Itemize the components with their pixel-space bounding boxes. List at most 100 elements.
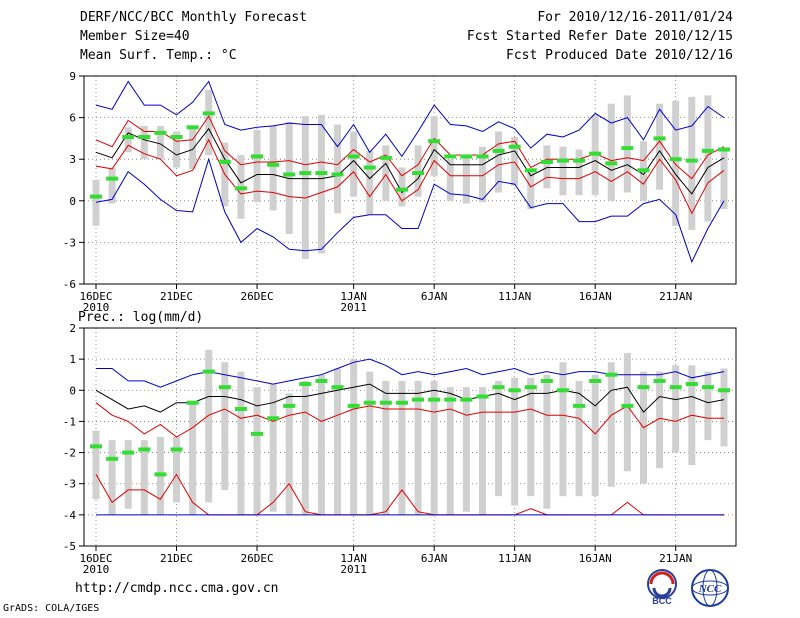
spread-bar	[672, 365, 680, 453]
observed-marker	[428, 397, 441, 402]
observed-marker	[605, 161, 618, 166]
spread-bar	[511, 137, 519, 186]
observed-marker	[202, 111, 215, 116]
spread-bar	[607, 103, 615, 201]
observed-marker	[669, 157, 682, 162]
spread-bar	[366, 150, 374, 215]
spread-bar	[462, 156, 470, 204]
observed-marker	[444, 397, 457, 402]
spread-bar	[189, 402, 197, 515]
spread-bar	[559, 146, 567, 196]
observed-marker	[218, 385, 231, 390]
spread-bar	[253, 387, 261, 515]
observed-marker	[170, 135, 183, 140]
spread-bar	[253, 130, 261, 203]
spread-bar	[607, 362, 615, 487]
observed-marker	[315, 378, 328, 383]
observed-marker	[556, 158, 569, 163]
observed-marker	[154, 130, 167, 135]
observed-marker	[331, 385, 344, 390]
observed-marker	[508, 144, 521, 149]
spread-bar	[495, 131, 503, 193]
observed-marker	[106, 456, 119, 461]
x-tick-sublabel: 2011	[340, 301, 367, 314]
header-produced-date: Fcst Produced Date 2010/12/16	[506, 48, 733, 63]
observed-marker	[460, 397, 473, 402]
observed-marker	[299, 171, 312, 176]
y-tick-label: 1	[69, 353, 76, 366]
observed-marker	[653, 136, 666, 141]
y-tick-label: -1	[63, 415, 76, 428]
y-tick-label: -5	[63, 540, 76, 553]
spread-bar	[704, 371, 712, 441]
observed-marker	[347, 154, 360, 159]
spread-bar	[623, 352, 631, 472]
spread-bar	[334, 368, 342, 515]
spread-bar	[414, 145, 422, 197]
spread-bar	[108, 167, 116, 204]
observed-marker	[90, 444, 102, 449]
spread-bar	[446, 387, 454, 515]
spread-bar	[430, 380, 438, 515]
spread-bar	[575, 380, 583, 497]
observed-marker	[122, 450, 135, 455]
spread-bar	[350, 131, 358, 197]
y-tick-label: -4	[63, 509, 77, 522]
observed-marker	[524, 385, 537, 390]
observed-marker	[138, 135, 151, 140]
x-tick-label: 11JAN	[498, 552, 531, 565]
spread-bar	[543, 145, 551, 189]
footer-url[interactable]: http://cmdp.ncc.cma.gov.cn	[75, 581, 279, 596]
observed-marker	[621, 403, 634, 408]
y-tick-label: 0	[69, 384, 76, 397]
spread-bar	[140, 125, 148, 160]
observed-marker	[573, 158, 586, 163]
observed-marker	[508, 388, 521, 393]
header-member-size: Member Size=40	[80, 29, 190, 44]
spread-bar	[720, 368, 728, 447]
spread-bar	[285, 121, 293, 235]
x-tick-label: 16DEC	[79, 552, 112, 565]
x-tick-label: 21DEC	[160, 552, 193, 565]
spread-bar	[334, 124, 342, 214]
spread-bar	[173, 131, 181, 168]
spread-bar	[478, 387, 486, 515]
y-tick-label: 9	[69, 70, 76, 83]
spread-bar	[527, 171, 535, 210]
observed-marker	[331, 172, 344, 177]
y-tick-label: 3	[69, 153, 76, 166]
observed-marker	[170, 447, 183, 452]
spread-bar	[511, 377, 519, 506]
x-tick-sublabel: 2010	[83, 563, 110, 576]
observed-marker	[701, 148, 714, 153]
observed-marker	[460, 154, 473, 159]
y-tick-label: 6	[69, 112, 76, 125]
header-title: DERF/NCC/BCC Monthly Forecast	[80, 10, 307, 25]
spread-bar	[140, 440, 148, 515]
observed-marker	[492, 385, 505, 390]
observed-marker	[685, 158, 698, 163]
series-line-ensemble-mean	[95, 127, 725, 195]
series-line-upper-spread	[95, 115, 725, 180]
series-line-lower-spread	[95, 138, 725, 215]
observed-marker	[234, 406, 247, 411]
spread-bar	[688, 96, 696, 230]
spread-bar	[704, 95, 712, 222]
header-period: For 2010/12/16-2011/01/24	[537, 10, 733, 25]
spread-bar	[527, 377, 535, 497]
observed-marker	[379, 400, 392, 405]
bcc-logo-text: BCC	[652, 596, 672, 606]
observed-marker	[186, 400, 199, 405]
spread-bar	[398, 167, 406, 207]
y-tick-label: -3	[63, 236, 76, 249]
spread-bar	[446, 159, 454, 201]
spread-bar	[414, 380, 422, 515]
y-tick-label: 2	[69, 322, 76, 335]
observed-marker	[540, 378, 553, 383]
ncc-logo-text: NCC	[698, 583, 722, 595]
observed-marker	[90, 194, 102, 199]
observed-marker	[573, 403, 586, 408]
observed-marker	[637, 168, 650, 173]
